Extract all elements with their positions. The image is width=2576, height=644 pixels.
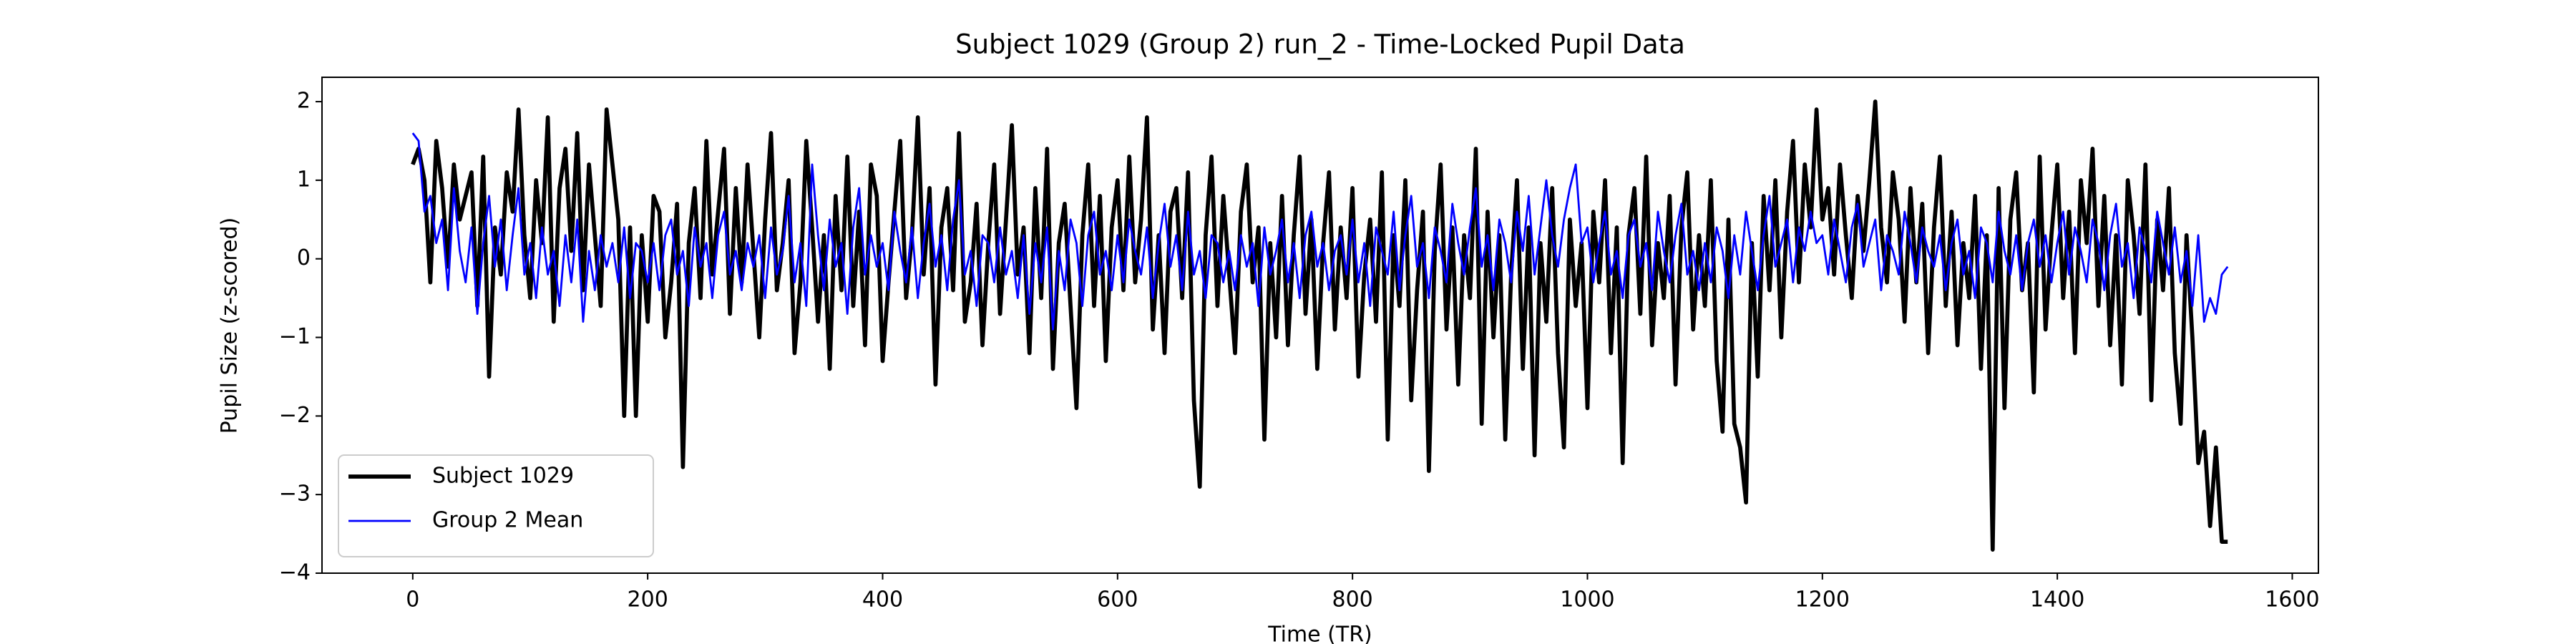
x-tick-label: 400 <box>862 587 903 613</box>
x-tick-label: 1000 <box>1560 587 1614 613</box>
x-axis-label: Time (TR) <box>1267 623 1372 644</box>
y-tick-label: 0 <box>297 245 311 270</box>
x-tick-label: 0 <box>406 587 419 613</box>
x-tick-label: 600 <box>1097 587 1138 613</box>
x-tick-label: 1600 <box>2265 587 2319 613</box>
x-tick-label: 1400 <box>2030 587 2084 613</box>
y-axis-label: Pupil Size (z-scored) <box>218 218 243 434</box>
y-tick-label: −3 <box>279 482 311 507</box>
legend-label: Group 2 Mean <box>432 508 583 533</box>
x-tick-label: 800 <box>1332 587 1373 613</box>
y-tick-label: −4 <box>279 560 311 585</box>
x-tick-label: 1200 <box>1795 587 1850 613</box>
y-tick-label: 1 <box>297 167 311 192</box>
x-tick-label: 200 <box>628 587 668 613</box>
y-tick-label: −1 <box>279 324 311 349</box>
plot-frame <box>321 77 2319 574</box>
y-tick-label: 2 <box>297 89 311 114</box>
data-line <box>411 99 2228 552</box>
chart-title: Subject 1029 (Group 2) run_2 - Time-Lock… <box>955 29 1685 60</box>
legend-label: Subject 1029 <box>432 464 574 489</box>
y-tick-label: −2 <box>279 403 311 428</box>
legend-box <box>338 454 654 557</box>
data-line <box>411 132 2229 331</box>
